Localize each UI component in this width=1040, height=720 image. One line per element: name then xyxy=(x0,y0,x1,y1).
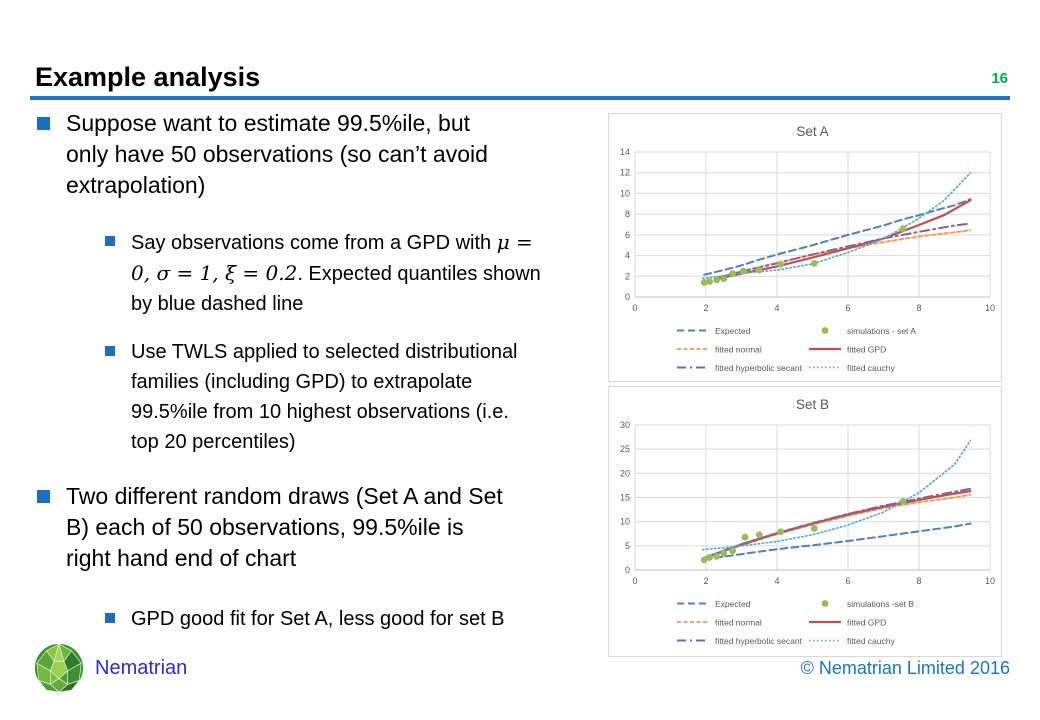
bullet-square-icon xyxy=(37,490,50,503)
svg-text:fitted hyperbolic secant: fitted hyperbolic secant xyxy=(715,636,803,646)
bullet-square-icon xyxy=(105,346,115,356)
svg-text:2: 2 xyxy=(703,303,708,313)
bullet-square-icon xyxy=(37,117,50,130)
svg-text:10: 10 xyxy=(620,517,630,527)
svg-text:25: 25 xyxy=(620,444,630,454)
svg-text:5: 5 xyxy=(625,541,630,551)
svg-text:8: 8 xyxy=(625,209,630,219)
page-title: Example analysis xyxy=(35,62,261,92)
bullet-square-icon xyxy=(105,236,115,246)
svg-text:4: 4 xyxy=(625,251,630,261)
svg-text:Expected: Expected xyxy=(715,599,751,609)
svg-text:Expected: Expected xyxy=(715,326,751,336)
svg-text:8: 8 xyxy=(916,576,921,586)
svg-text:6: 6 xyxy=(845,576,850,586)
svg-text:0: 0 xyxy=(625,292,630,302)
sub-bullet-1-part1: Say observations come from a GPD with xyxy=(131,232,497,254)
chart-set-b-canvas: 0 2 4 6 8 10 0 5 10 15 20 25 30 Set B Expected simulati… xyxy=(620,397,995,646)
svg-text:fitted normal: fitted normal xyxy=(715,618,762,628)
svg-text:2: 2 xyxy=(625,271,630,281)
svg-text:6: 6 xyxy=(845,303,850,313)
title-underline xyxy=(30,96,1010,100)
svg-text:fitted cauchy: fitted cauchy xyxy=(847,363,895,373)
footer-logo: Nematrian xyxy=(33,642,187,694)
svg-text:4: 4 xyxy=(774,303,779,313)
svg-text:15: 15 xyxy=(620,493,630,503)
bullet-1-text: Suppose want to estimate 99.5%ile, but o… xyxy=(66,110,488,198)
bullet-list: Suppose want to estimate 99.5%ile, but o… xyxy=(35,108,610,634)
svg-text:2: 2 xyxy=(703,576,708,586)
svg-text:4: 4 xyxy=(774,576,779,586)
svg-text:10: 10 xyxy=(985,576,995,586)
sub-bullet-3-text: GPD good fit for Set A, less good for se… xyxy=(131,608,505,630)
svg-text:10: 10 xyxy=(985,303,995,313)
chart-set-a: 0 2 4 6 8 10 0 2 4 6 8 10 12 14 Set A Expected simulatio… xyxy=(608,113,1002,382)
bullet-item-1: Suppose want to estimate 99.5%ile, but o… xyxy=(35,108,610,201)
gpd-parameters-math: μ = 0, σ = 1, ξ = 0.2 xyxy=(131,230,533,285)
bullet-square-icon xyxy=(105,613,115,623)
bullet-item-2: Two different random draws (Set A and Se… xyxy=(35,481,610,574)
svg-text:fitted hyperbolic secant: fitted hyperbolic secant xyxy=(715,363,803,373)
svg-text:10: 10 xyxy=(620,188,630,198)
svg-text:Set A: Set A xyxy=(796,124,828,139)
svg-text:simulations -set B: simulations -set B xyxy=(847,599,914,609)
svg-text:8: 8 xyxy=(916,303,921,313)
bullet-2-text: Two different random draws (Set A and Se… xyxy=(66,483,503,571)
svg-text:simulations - set A: simulations - set A xyxy=(847,326,916,336)
svg-text:fitted cauchy: fitted cauchy xyxy=(847,636,895,646)
svg-text:0: 0 xyxy=(632,576,637,586)
svg-text:6: 6 xyxy=(625,230,630,240)
svg-text:0: 0 xyxy=(625,565,630,575)
svg-text:Set B: Set B xyxy=(796,397,829,412)
svg-text:fitted GPD: fitted GPD xyxy=(847,345,886,355)
sub-bullet-1-part2: . Expected quantiles shown by blue dashe… xyxy=(131,263,541,315)
chart-set-a-canvas: 0 2 4 6 8 10 0 2 4 6 8 10 12 14 Set A Expected simulatio… xyxy=(620,124,995,373)
sub-bullet-item-1: Say observations come from a GPD with μ … xyxy=(105,227,610,319)
svg-text:fitted normal: fitted normal xyxy=(715,345,762,355)
nematrian-logo-icon xyxy=(34,643,84,693)
svg-text:14: 14 xyxy=(620,147,630,157)
svg-text:0: 0 xyxy=(632,303,637,313)
sub-bullet-2-text: Use TWLS applied to selected distributio… xyxy=(131,341,518,453)
sub-bullet-item-3: GPD good fit for Set A, less good for se… xyxy=(105,604,610,634)
page-number: 16 xyxy=(991,70,1008,87)
sub-bullet-1-text: Say observations come from a GPD with μ … xyxy=(131,227,610,319)
svg-text:12: 12 xyxy=(620,168,630,178)
logo-text: Nematrian xyxy=(95,656,188,679)
svg-text:fitted GPD: fitted GPD xyxy=(847,618,886,628)
sub-bullet-item-2: Use TWLS applied to selected distributio… xyxy=(105,337,610,457)
chart-set-b: 0 2 4 6 8 10 0 5 10 15 20 25 30 Set B Expected simulati… xyxy=(608,386,1002,657)
copyright-text: © Nematrian Limited 2016 xyxy=(800,658,1010,678)
svg-text:20: 20 xyxy=(620,468,630,478)
svg-text:30: 30 xyxy=(620,420,630,430)
